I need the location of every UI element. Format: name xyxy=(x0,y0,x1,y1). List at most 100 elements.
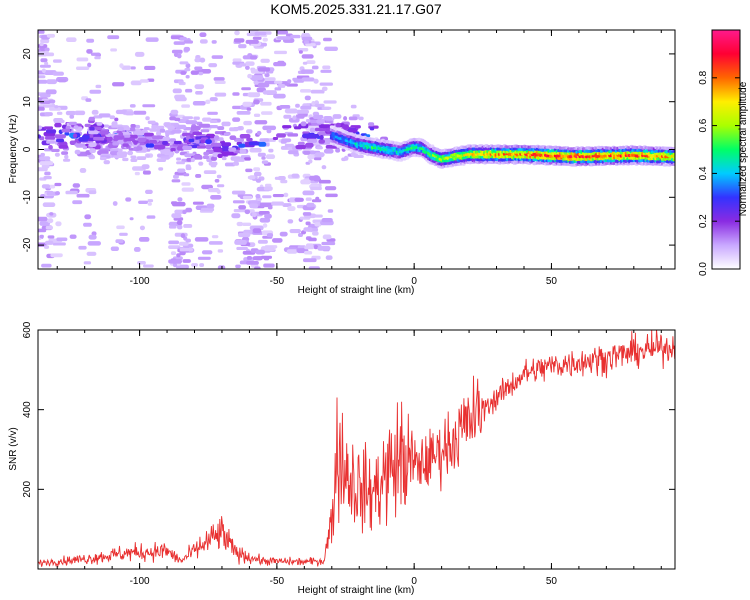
spectrogram-cell xyxy=(147,78,155,82)
spectrogram-cell xyxy=(129,134,138,139)
spectrogram-cell xyxy=(134,51,145,57)
spectrogram-cell xyxy=(54,152,60,157)
spectrogram-cell xyxy=(85,98,92,102)
spectrogram-cell xyxy=(185,63,191,69)
spectrogram-cell xyxy=(159,128,166,133)
spectrogram-cell xyxy=(234,30,240,36)
y-tick-label: -10 xyxy=(22,190,33,205)
spectrogram-cell xyxy=(69,114,75,119)
spectrogram-cell xyxy=(99,130,109,135)
spectrogram-cell xyxy=(252,228,262,233)
spectrogram-cell xyxy=(125,197,132,202)
spectrogram-cell xyxy=(88,130,99,135)
spectrogram-cell xyxy=(179,248,194,252)
spectrogram-cell xyxy=(287,79,292,84)
spectrogram-cell xyxy=(297,141,305,146)
spectrogram-cell xyxy=(46,140,55,144)
spectrogram-cell xyxy=(89,148,96,153)
spectrogram-cell xyxy=(54,134,67,139)
spectrogram-cell xyxy=(87,241,101,246)
spectrogram-cell xyxy=(45,136,56,140)
spectrogram-cell xyxy=(189,133,194,138)
spectrogram-cell xyxy=(122,157,129,162)
spectrogram-cell xyxy=(217,153,223,158)
spectrogram-cell xyxy=(124,137,135,142)
spectrogram-cell xyxy=(134,171,140,176)
spectrogram-cell xyxy=(325,255,333,260)
spectrogram-cell xyxy=(65,125,71,130)
spectrogram-cell xyxy=(246,107,252,111)
spectrogram-cell xyxy=(259,217,271,223)
spectrogram-cell xyxy=(38,106,45,111)
spectrogram-cell xyxy=(255,194,261,199)
spectrogram-cell xyxy=(185,120,198,125)
spectrogram-cell xyxy=(173,140,182,145)
spectrogram-cell xyxy=(141,164,150,170)
spectrogram-cell xyxy=(88,234,97,240)
spectrogram-cell xyxy=(301,77,315,82)
spectrogram-cell xyxy=(228,147,237,152)
spectrogram-cell xyxy=(149,128,161,132)
spectrogram-cell xyxy=(55,191,60,196)
spectrogram-x-label: Height of straight line (km) xyxy=(298,285,415,296)
spectrogram-cell xyxy=(185,75,190,79)
spectrogram-cell xyxy=(276,30,289,35)
x-tick-label: -100 xyxy=(130,576,150,587)
spectrogram-cell xyxy=(302,61,308,65)
spectrogram-cell xyxy=(86,38,95,43)
spectrogram-cell xyxy=(184,68,191,72)
spectrogram-cell xyxy=(252,256,263,261)
spectrogram-cell xyxy=(672,152,675,156)
spectrogram-cell xyxy=(158,167,164,171)
spectrogram-cell xyxy=(302,190,315,196)
spectrogram-cell xyxy=(45,129,57,134)
spectrogram-cell xyxy=(180,71,187,75)
spectrogram-cell xyxy=(348,116,358,121)
spectrogram-cell xyxy=(303,258,317,263)
spectrogram-cell xyxy=(277,84,286,88)
spectrogram-cell xyxy=(182,209,187,215)
spectrogram-cell xyxy=(145,189,153,194)
spectrogram-cell xyxy=(133,247,141,252)
spectrogram-cell xyxy=(236,221,244,227)
spectrogram-cell xyxy=(170,109,179,115)
spectrogram-cell xyxy=(178,80,184,84)
spectrogram-cell xyxy=(169,138,176,142)
spectrogram-cell xyxy=(280,140,287,144)
spectrogram-cell xyxy=(109,115,115,120)
spectrogram-cell xyxy=(304,251,313,255)
spectrogram-cell xyxy=(287,206,296,211)
spectrogram-cell xyxy=(277,60,285,65)
spectrogram-cell xyxy=(46,33,55,38)
spectrogram-cell xyxy=(249,55,258,60)
spectrogram-cell xyxy=(244,209,251,215)
spectrogram-cell xyxy=(144,65,156,70)
spectrogram-cell xyxy=(58,145,69,149)
spectrogram-cell xyxy=(115,109,128,115)
spectrogram-cell xyxy=(183,224,193,228)
spectrogram-cell xyxy=(53,59,62,63)
spectrogram-cell xyxy=(217,184,225,188)
spectrogram-cell xyxy=(90,52,101,56)
spectrogram-frame xyxy=(37,29,676,270)
spectrogram-cell xyxy=(147,199,154,203)
spectrogram-cell xyxy=(282,203,292,207)
spectrogram-cell xyxy=(318,179,331,184)
spectrogram-cell xyxy=(242,222,252,226)
spectrogram-cell xyxy=(310,186,322,191)
spectrogram-cell xyxy=(224,162,236,167)
spectrogram-cell xyxy=(254,120,268,125)
spectrogram-cell xyxy=(151,124,157,129)
spectrogram-cell xyxy=(74,149,81,155)
spectrogram-cell xyxy=(253,171,262,177)
spectrogram-cell xyxy=(304,40,309,44)
spectrogram-cell xyxy=(93,134,101,138)
spectrogram-cell xyxy=(38,216,48,222)
spectrogram-cell xyxy=(287,133,299,137)
spectrogram-cell xyxy=(195,91,203,95)
spectrogram-cell xyxy=(169,225,177,229)
spectrogram-cell xyxy=(176,253,181,258)
spectrogram-cell xyxy=(72,183,81,188)
snr-series-line xyxy=(38,330,675,568)
spectrogram-cell xyxy=(172,88,182,94)
